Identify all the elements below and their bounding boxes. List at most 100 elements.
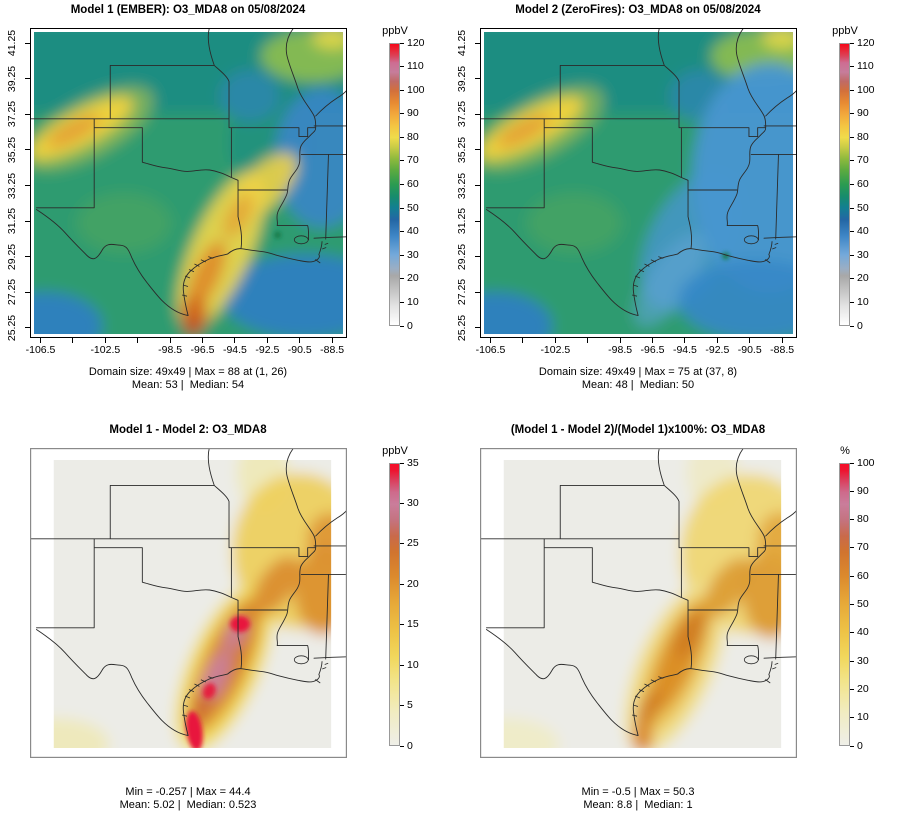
x-axis-tick-label: -102.5 xyxy=(540,344,571,356)
y-axis-tick xyxy=(25,113,30,115)
colorbar-tick xyxy=(850,604,854,605)
x-axis-tick-label: -96.5 xyxy=(640,344,665,356)
map-diff xyxy=(30,448,347,758)
map-raster xyxy=(503,460,782,748)
x-axis-tick xyxy=(587,338,589,343)
x-axis-tick-label: -88.5 xyxy=(770,344,795,356)
y-axis-tick xyxy=(25,256,30,258)
colorbar-tick xyxy=(850,519,854,521)
colorbar-tick xyxy=(400,705,404,707)
colorbar-tick-label: 5 xyxy=(407,699,413,712)
x-axis-tick xyxy=(781,338,783,343)
colorbar-tick xyxy=(400,462,404,464)
colorbar-tick-label: 70 xyxy=(407,154,419,167)
colorbar-tick-label: 40 xyxy=(857,225,869,238)
colorbar-tick-label: 50 xyxy=(857,598,869,610)
y-axis-tick-label: 25.25 xyxy=(6,314,18,342)
colorbar-tick-label: 60 xyxy=(857,569,869,582)
x-axis-tick xyxy=(234,338,236,343)
x-axis-tick xyxy=(684,338,686,343)
colorbar-tick xyxy=(400,89,404,91)
colorbar-tick xyxy=(850,207,854,209)
colorbar-tick-label: 100 xyxy=(857,456,875,469)
colorbar-tick xyxy=(850,717,854,719)
x-axis-tick-label: -90.5 xyxy=(287,344,312,356)
x-axis-tick xyxy=(104,338,106,343)
panel-model1: Model 1 (EMBER): O3_MDA8 on 05/08/2024 xyxy=(0,0,450,420)
colorbar-tick-label: 60 xyxy=(857,178,869,190)
x-axis-tick xyxy=(169,338,171,343)
x-axis-tick xyxy=(749,338,751,343)
colorbar-tick xyxy=(400,301,404,303)
y-axis-tick xyxy=(475,149,480,151)
x-axis-tick-label: -96.5 xyxy=(190,344,215,356)
panel-title: Model 1 - Model 2: O3_MDA8 xyxy=(109,424,267,436)
colorbar-tick-label: 90 xyxy=(407,107,419,120)
colorbar-tick-label: 100 xyxy=(857,83,875,96)
colorbar-tick xyxy=(400,254,404,256)
stats-line2: Mean: 5.02 | Median: 0.523 xyxy=(119,799,257,811)
colorbar-tick-label: 25 xyxy=(407,537,419,550)
panel-diff: Model 1 - Model 2: O3_MDA8 xyxy=(0,420,450,840)
x-axis-tick-label: -106.5 xyxy=(475,344,506,356)
panel-pctdiff: (Model 1 - Model 2)/(Model 1)x100%: O3_M… xyxy=(450,420,900,840)
colorbar-tick xyxy=(850,184,854,185)
colorbar-tick xyxy=(850,490,854,492)
panel-title: Model 2 (ZeroFires): O3_MDA8 on 05/08/20… xyxy=(515,4,761,16)
colorbar-tick xyxy=(400,664,404,666)
stats-line1: Min = -0.257 | Max = 44.4 xyxy=(125,786,251,798)
colorbar-tick xyxy=(850,660,854,662)
x-axis-tick xyxy=(716,338,718,343)
colorbar-tick-label: 90 xyxy=(857,484,869,497)
colorbar-tick-label: 0 xyxy=(857,319,863,332)
colorbar-tick-label: 20 xyxy=(857,272,869,285)
colorbar-tick-label: 10 xyxy=(407,658,419,671)
colorbar-tick xyxy=(400,207,404,209)
y-axis-tick xyxy=(475,291,480,293)
colorbar-tick-label: 35 xyxy=(407,456,419,469)
colorbar-tick xyxy=(850,688,854,690)
colorbar-tick xyxy=(400,502,404,504)
colorbar-tick-label: 30 xyxy=(407,496,419,509)
y-axis-tick xyxy=(25,220,30,222)
stats-line2: Mean: 48 | Median: 50 xyxy=(581,379,695,391)
x-axis-tick xyxy=(40,338,42,343)
colorbar-tick xyxy=(400,42,404,44)
x-axis-tick xyxy=(72,338,74,343)
stats-line1: Domain size: 49x49 | Max = 88 at (1, 26) xyxy=(88,366,288,378)
x-axis-tick xyxy=(299,338,301,343)
colorbar-tick-label: 40 xyxy=(407,225,419,238)
colorbar-tick-label: 10 xyxy=(857,295,869,308)
colorbar-tick-label: 0 xyxy=(857,739,863,752)
colorbar-tick-label: 80 xyxy=(857,130,869,143)
map-frame xyxy=(480,448,797,758)
x-axis-tick-label: -98.5 xyxy=(608,344,633,356)
colorbar xyxy=(389,43,400,326)
colorbar-tick xyxy=(400,583,404,585)
colorbar-tick xyxy=(850,325,854,327)
stats-line2: Mean: 53 | Median: 54 xyxy=(131,379,245,391)
colorbar-tick-label: 0 xyxy=(407,739,413,752)
colorbar-tick xyxy=(850,136,854,138)
colorbar-tick xyxy=(400,745,404,747)
colorbar-tick xyxy=(850,575,854,577)
colorbar-tick-label: 10 xyxy=(857,711,869,724)
map-raster xyxy=(33,32,344,334)
x-axis-tick xyxy=(266,338,268,343)
x-axis-tick-label: -94.5 xyxy=(672,344,697,356)
panel-model2: Model 2 (ZeroFires): O3_MDA8 on 05/08/20… xyxy=(450,0,900,420)
stats-line1: Domain size: 49x49 | Max = 75 at (37, 8) xyxy=(538,366,738,378)
x-axis-tick-label: -88.5 xyxy=(320,344,345,356)
colorbar-tick xyxy=(850,160,854,162)
colorbar-tick-label: 50 xyxy=(407,201,419,214)
x-axis-tick xyxy=(202,338,204,343)
colorbar-tick xyxy=(850,42,854,44)
y-axis-tick xyxy=(25,149,30,151)
colorbar-unit-label: ppbV xyxy=(832,25,858,37)
y-axis-tick xyxy=(25,78,30,80)
x-axis-tick-label: -90.5 xyxy=(737,344,762,356)
colorbar-tick xyxy=(850,66,854,68)
map-model2 xyxy=(480,28,797,338)
colorbar-unit-label: ppbV xyxy=(382,25,408,37)
colorbar-tick xyxy=(850,745,854,747)
